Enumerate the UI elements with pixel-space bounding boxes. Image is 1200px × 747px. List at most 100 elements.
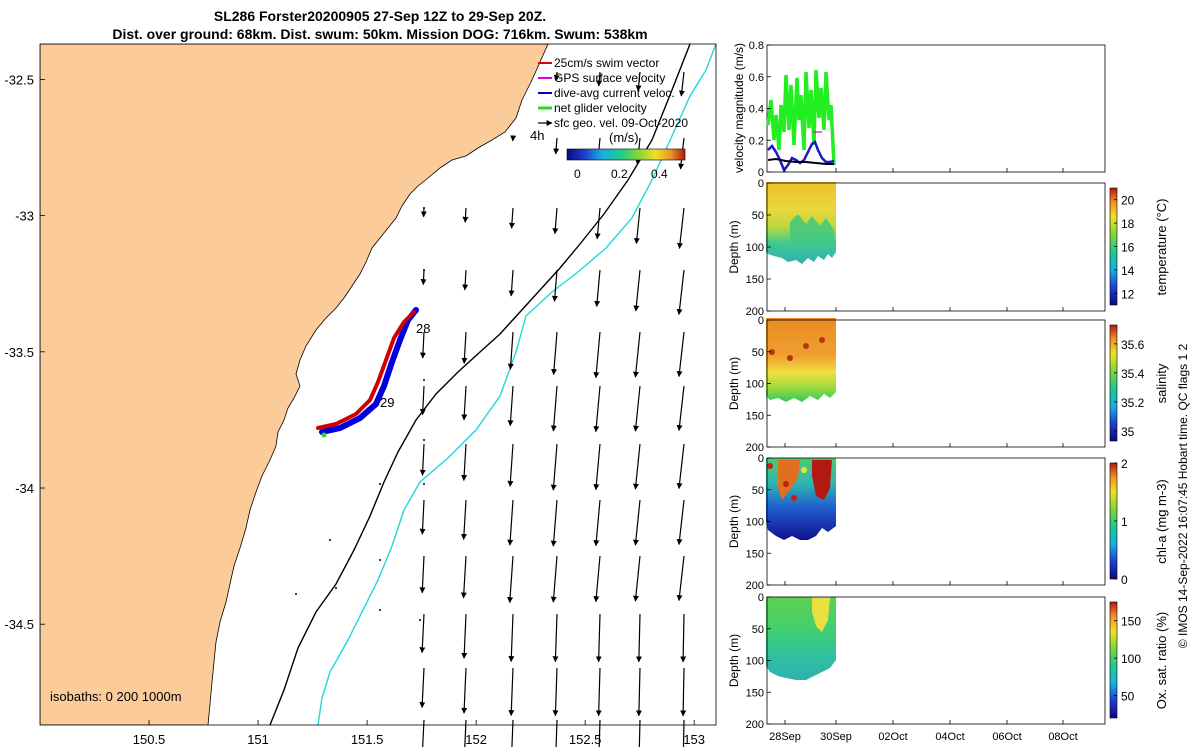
isobaths-label: isobaths: 0 200 1000m — [50, 689, 182, 704]
legend-gps-velocity: GPS surface velocity — [554, 71, 665, 85]
cbar-tick-label: 35 — [1121, 425, 1135, 439]
geo-velocity-arrow — [507, 555, 514, 604]
chart-title-line2: Dist. over ground: 68km. Dist. swum: 50k… — [112, 26, 648, 42]
geo-velocity-arrow — [635, 71, 642, 92]
map-xtick-label: 151.5 — [351, 732, 384, 747]
geo-velocity-arrow — [632, 443, 641, 490]
geo-velocity-dot — [379, 483, 381, 485]
speed-colorbar — [566, 148, 686, 161]
geo-velocity-arrow — [508, 207, 515, 229]
geo-velocity-arrow — [682, 719, 685, 747]
map-xtick-label: 153 — [683, 732, 705, 747]
geo-velocity-arrow — [419, 499, 426, 535]
geo-velocity-arrow — [552, 667, 559, 717]
geo-velocity-arrow — [635, 667, 642, 717]
legend-net-glider-velocity: net glider velocity — [554, 101, 647, 115]
section-ylabel: Depth (m) — [727, 634, 741, 687]
depth-tick-label: 100 — [746, 656, 764, 668]
geo-velocity-arrow — [553, 71, 560, 82]
depth-tick-label: 50 — [752, 624, 764, 636]
salinity-dot — [769, 349, 775, 355]
depth-tick-label: 200 — [746, 306, 764, 318]
legend-dive-avg-current: dive-avg current veloc. — [554, 86, 675, 100]
chlorophyll-bloom-right — [812, 460, 832, 500]
timeseries-axis-ticks: 0 0.2 0.4 0.6 0.8 — [749, 40, 1064, 179]
isobath-200 — [269, 44, 691, 725]
cbar-tick-label: 35.4 — [1121, 367, 1145, 381]
depth-tick-label: 50 — [752, 210, 764, 222]
legend-sfc-geo-velocity: sfc geo. vel. 09-Oct-2020 — [554, 116, 688, 130]
geo-velocity-arrow — [593, 499, 601, 547]
footer-note: © IMOS 14-Sep-2022 16:07:45 Hobart time.… — [1176, 344, 1190, 649]
map-panel: 150.5 151 151.5 152 152.5 153 -32.5 -33 -33.5 -34… — [4, 43, 717, 747]
chlorophyll-bloom-left — [778, 460, 800, 500]
timeseries-ylabel: velocity magnitude (m/s) — [732, 43, 746, 173]
map-xtick-label: 152.5 — [569, 732, 602, 747]
geo-velocity-arrow — [462, 207, 469, 223]
sfc-geo-velocity-series — [767, 157, 834, 165]
geo-velocity-arrow — [464, 719, 467, 747]
cbar-tick-label: 16 — [1121, 241, 1135, 255]
cbar-tick-label: 20 — [1121, 194, 1135, 208]
chl-dot — [791, 495, 797, 501]
depth-tick-label: 150 — [746, 548, 764, 560]
ts-ytick-label: 0.6 — [749, 72, 764, 84]
geo-velocity-dot — [379, 559, 381, 561]
map-ytick-label: -34.5 — [4, 617, 34, 632]
geo-velocity-dot — [295, 593, 297, 595]
label-4h: 4h — [530, 128, 544, 143]
geostrophic-velocity-arrows — [295, 71, 687, 747]
map-ytick-label: -32.5 — [4, 72, 34, 87]
geo-velocity-arrow — [632, 385, 641, 432]
geo-velocity-arrow — [460, 555, 467, 599]
geo-velocity-dot — [335, 587, 337, 589]
geo-velocity-arrow — [594, 207, 601, 240]
cbar-tick-label: 0 — [1121, 573, 1128, 587]
temperature-mixing-patch — [790, 214, 834, 244]
depth-tick-label: 150 — [746, 410, 764, 422]
geo-velocity-arrow — [419, 385, 426, 416]
geo-velocity-arrow — [508, 269, 515, 297]
geo-velocity-arrow — [462, 269, 469, 291]
dive-avg-current-track — [319, 307, 419, 435]
depth-tick-label: 0 — [758, 592, 764, 604]
geo-velocity-dot — [379, 609, 381, 611]
geo-velocity-arrow — [511, 719, 514, 747]
ts-ytick-label: 0.4 — [749, 104, 764, 116]
colorbar-tick-0: 0 — [574, 167, 581, 181]
depth-tick-label: 0 — [758, 453, 764, 465]
map-legend: 25cm/s swim vector GPS surface velocity … — [530, 56, 688, 181]
geo-velocity-dot — [423, 439, 425, 441]
geo-velocity-dot — [419, 619, 421, 621]
geo-velocity-arrow — [633, 269, 641, 312]
geo-velocity-arrow — [680, 613, 687, 663]
geo-velocity-arrow — [635, 613, 642, 663]
salinity-dot — [803, 343, 809, 349]
geo-velocity-dot — [423, 483, 425, 485]
geo-velocity-arrow — [550, 555, 558, 603]
net-glider-velocity-series — [766, 69, 836, 166]
geo-velocity-arrow — [552, 207, 559, 235]
chart-title-line1: SL286 Forster20200905 27-Sep 12Z to 29-S… — [213, 8, 547, 24]
geo-velocity-arrow — [596, 71, 603, 87]
depth-tick-label: 50 — [752, 347, 764, 359]
geo-velocity-dot — [423, 269, 425, 271]
cbar-tick-label: 100 — [1121, 652, 1141, 666]
geo-velocity-arrow — [461, 667, 468, 714]
track-label-28: 28 — [416, 321, 430, 336]
geo-velocity-arrow — [420, 269, 427, 286]
section-ylabel: Depth (m) — [727, 220, 741, 273]
geo-velocity-arrow — [676, 443, 685, 490]
geo-velocity-arrow — [593, 443, 601, 491]
geo-velocity-arrow — [550, 385, 558, 432]
geo-velocity-arrow — [553, 137, 560, 155]
section-colorbar — [1109, 324, 1118, 442]
section-colorbar — [1109, 601, 1118, 719]
geo-velocity-arrow — [593, 331, 601, 379]
geo-velocity-arrow — [594, 269, 601, 307]
ts-ytick-label: 0 — [758, 167, 764, 179]
geo-velocity-arrow — [593, 385, 601, 433]
chlorophyll-section — [766, 458, 836, 540]
geo-velocity-arrow — [676, 555, 685, 602]
time-tick-label: 04Oct — [935, 731, 964, 743]
